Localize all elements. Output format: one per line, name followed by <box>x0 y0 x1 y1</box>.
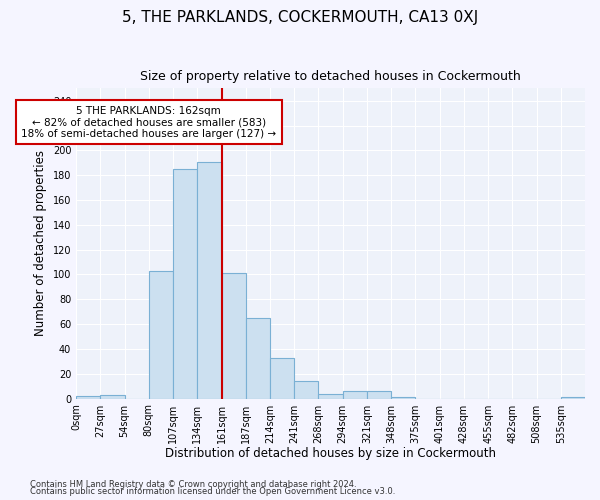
Text: Contains HM Land Registry data © Crown copyright and database right 2024.: Contains HM Land Registry data © Crown c… <box>30 480 356 489</box>
Bar <box>246 318 270 398</box>
Bar <box>100 395 125 398</box>
Title: Size of property relative to detached houses in Cockermouth: Size of property relative to detached ho… <box>140 70 521 83</box>
Bar <box>149 271 173 398</box>
Bar <box>343 391 367 398</box>
Bar <box>294 381 319 398</box>
Text: 5, THE PARKLANDS, COCKERMOUTH, CA13 0XJ: 5, THE PARKLANDS, COCKERMOUTH, CA13 0XJ <box>122 10 478 25</box>
Bar <box>76 396 100 398</box>
Text: Contains public sector information licensed under the Open Government Licence v3: Contains public sector information licen… <box>30 487 395 496</box>
X-axis label: Distribution of detached houses by size in Cockermouth: Distribution of detached houses by size … <box>165 447 496 460</box>
Text: 5 THE PARKLANDS: 162sqm
← 82% of detached houses are smaller (583)
18% of semi-d: 5 THE PARKLANDS: 162sqm ← 82% of detache… <box>21 106 277 139</box>
Bar <box>367 391 391 398</box>
Bar <box>173 169 197 398</box>
Bar <box>221 274 246 398</box>
Bar <box>270 358 294 399</box>
Bar <box>319 394 343 398</box>
Y-axis label: Number of detached properties: Number of detached properties <box>34 150 47 336</box>
Bar <box>197 162 221 398</box>
